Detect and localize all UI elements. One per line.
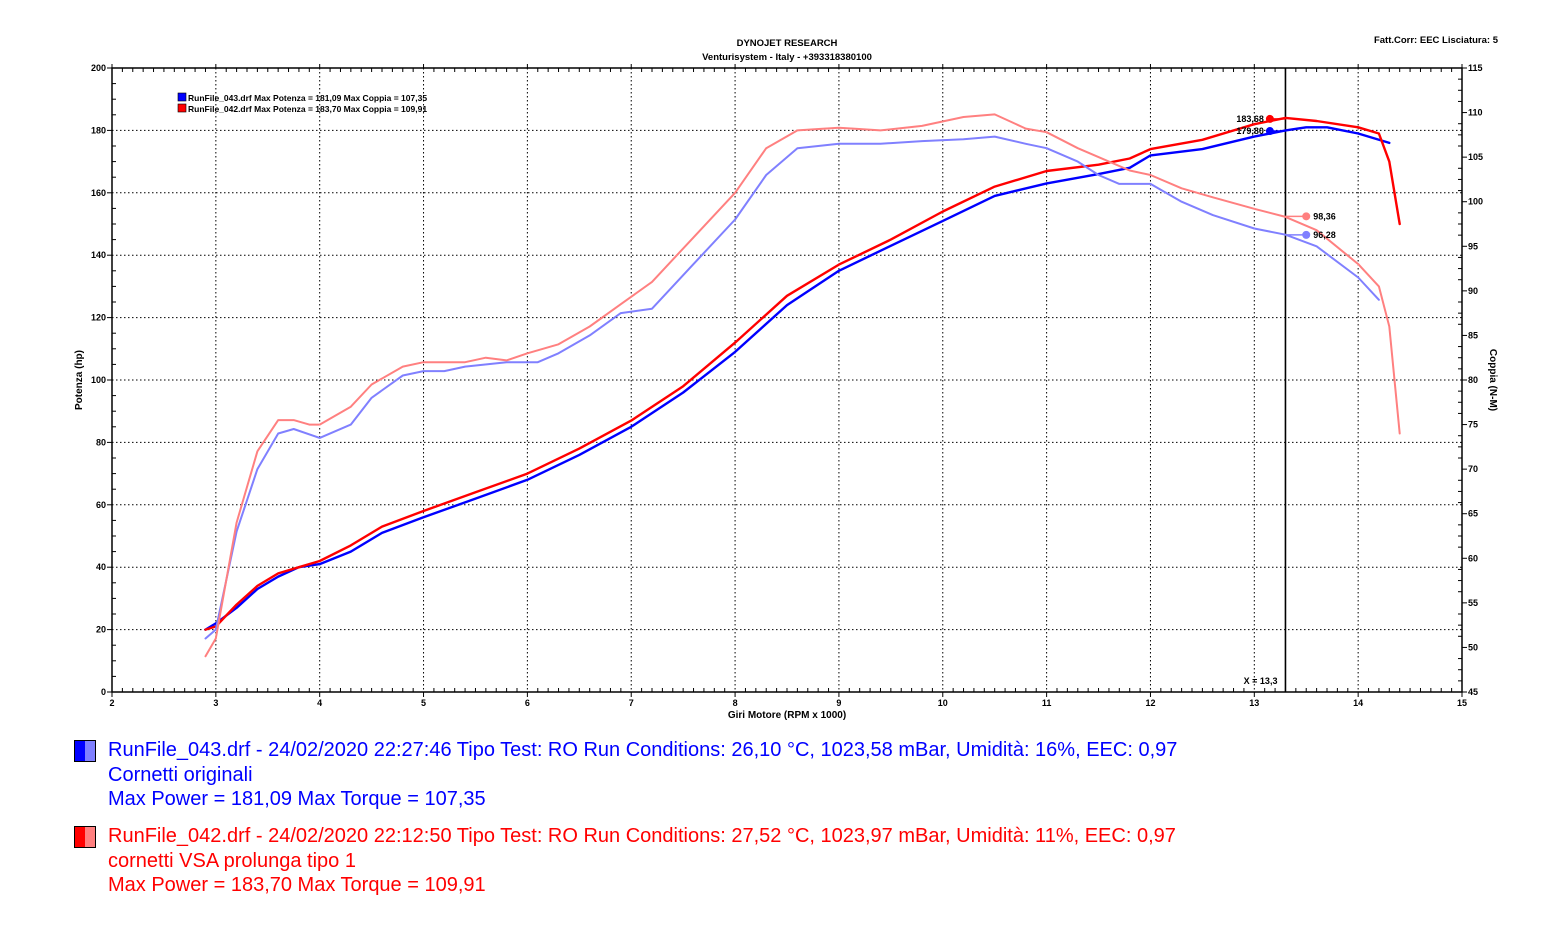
run-043-max-values: Max Power = 181,09 Max Torque = 107,35	[108, 788, 486, 810]
inner-legend-swatch	[177, 103, 187, 113]
torque-curve-runfile_042	[204, 113, 1401, 658]
run-043-text: RunFile_043.drf - 24/02/2020 22:27:46 Ti…	[108, 738, 1408, 812]
x-tick-label: 11	[1042, 698, 1052, 708]
marker-value-label: 98,36	[1313, 211, 1336, 221]
inner-legend: RunFile_043.drf Max Potenza = 181,09 Max…	[177, 92, 427, 114]
y-axis-label-left: Potenza (hp)	[74, 350, 85, 410]
value-markers: 183,68 179,80 98,36 96,28	[1236, 114, 1335, 240]
run-042-max-values: Max Power = 183,70 Max Torque = 109,91	[108, 874, 486, 896]
marker-value-label: 183,68	[1236, 114, 1264, 124]
y-left-tick-label: 40	[96, 562, 106, 572]
y-right-tick-label: 80	[1468, 375, 1478, 385]
inner-legend-entry: RunFile_042.drf Max Potenza = 183,70 Max…	[188, 104, 427, 114]
run-042-swatch	[74, 826, 96, 848]
y-left-tick-label: 20	[96, 625, 106, 635]
y-left-tick-label: 0	[101, 687, 106, 697]
y-left-tick-label: 140	[91, 250, 106, 260]
y-left-tick-label: 180	[91, 125, 106, 135]
axes: 2 3 4 5 6 7 8 9 10 11 12 13 14 1502040608010012014016…	[91, 63, 1483, 708]
chart-subtitle: Venturisystem - Italy - +393318380100	[702, 52, 872, 63]
y-left-tick-label: 200	[91, 63, 106, 73]
run-042-description: cornetti VSA prolunga tipo 1	[108, 849, 356, 872]
marker-dot	[1265, 127, 1274, 136]
y-left-tick-label: 160	[91, 188, 106, 198]
x-tick-label: 4	[317, 698, 322, 708]
correction-info: Fatt.Corr: EEC Lisciatura: 5	[1374, 35, 1499, 46]
y-right-tick-label: 110	[1468, 108, 1483, 118]
x-tick-label: 9	[836, 698, 841, 708]
y-right-tick-label: 65	[1468, 509, 1478, 519]
x-axis-label: Giri Motore (RPM x 1000)	[728, 710, 846, 721]
swatch-frame	[74, 740, 96, 762]
chart-title: DYNOJET RESEARCH	[737, 38, 838, 49]
y-axis-label-right: Coppia (N-M)	[1487, 349, 1498, 411]
marker-dot	[1302, 230, 1311, 239]
run-043-description: Cornetti originali	[108, 763, 253, 786]
run-042-text: RunFile_042.drf - 24/02/2020 22:12:50 Ti…	[108, 824, 1408, 898]
y-right-tick-label: 105	[1468, 152, 1483, 162]
y-right-tick-label: 50	[1468, 642, 1478, 652]
dyno-chart: DYNOJET RESEARCH Venturisystem - Italy -…	[74, 35, 1499, 721]
y-right-tick-label: 60	[1468, 553, 1478, 563]
y-right-tick-label: 90	[1468, 286, 1478, 296]
swatch-power-color	[74, 826, 85, 848]
grid	[112, 68, 1462, 692]
plot-frame	[111, 67, 1463, 693]
run-042-details: RunFile_042.drf - 24/02/2020 22:12:50 Ti…	[108, 825, 1176, 847]
series-lines	[204, 113, 1401, 658]
x-tick-label: 10	[938, 698, 948, 708]
y-left-tick-label: 80	[96, 437, 106, 447]
cursor-label: X = 13,3	[1244, 676, 1278, 686]
x-tick-label: 15	[1457, 698, 1467, 708]
marker-value-label: 96,28	[1313, 230, 1336, 240]
swatch-torque-color	[85, 826, 96, 848]
y-right-tick-label: 70	[1468, 464, 1478, 474]
run-043-details: RunFile_043.drf - 24/02/2020 22:27:46 Ti…	[108, 739, 1178, 761]
swatch-frame	[74, 826, 96, 848]
x-tick-label: 14	[1353, 698, 1363, 708]
y-right-tick-label: 95	[1468, 241, 1478, 251]
y-right-tick-label: 115	[1468, 63, 1483, 73]
inner-legend-entry: RunFile_043.drf Max Potenza = 181,09 Max…	[188, 93, 427, 103]
x-tick-label: 6	[525, 698, 530, 708]
x-tick-label: 3	[213, 698, 218, 708]
run-043-swatch	[74, 740, 96, 762]
y-right-tick-label: 100	[1468, 197, 1483, 207]
power-curve-runfile_042	[204, 116, 1401, 631]
swatch-power-color	[74, 740, 85, 762]
marker-dot	[1265, 114, 1274, 123]
y-left-tick-label: 60	[96, 500, 106, 510]
marker-dot	[1302, 212, 1311, 221]
marker-value-label: 179,80	[1236, 126, 1264, 136]
x-tick-label: 12	[1145, 698, 1155, 708]
y-left-tick-label: 120	[91, 313, 106, 323]
y-right-tick-label: 75	[1468, 420, 1478, 430]
x-tick-label: 8	[733, 698, 738, 708]
x-tick-label: 2	[109, 698, 114, 708]
swatch-torque-color	[85, 740, 96, 762]
y-left-tick-label: 100	[91, 375, 106, 385]
x-tick-label: 5	[421, 698, 426, 708]
y-right-tick-label: 55	[1468, 598, 1478, 608]
y-right-tick-label: 45	[1468, 687, 1478, 697]
y-right-tick-label: 85	[1468, 330, 1478, 340]
torque-curve-runfile_043	[204, 135, 1380, 640]
x-tick-label: 7	[629, 698, 634, 708]
x-tick-label: 13	[1249, 698, 1259, 708]
inner-legend-swatch	[177, 92, 187, 102]
